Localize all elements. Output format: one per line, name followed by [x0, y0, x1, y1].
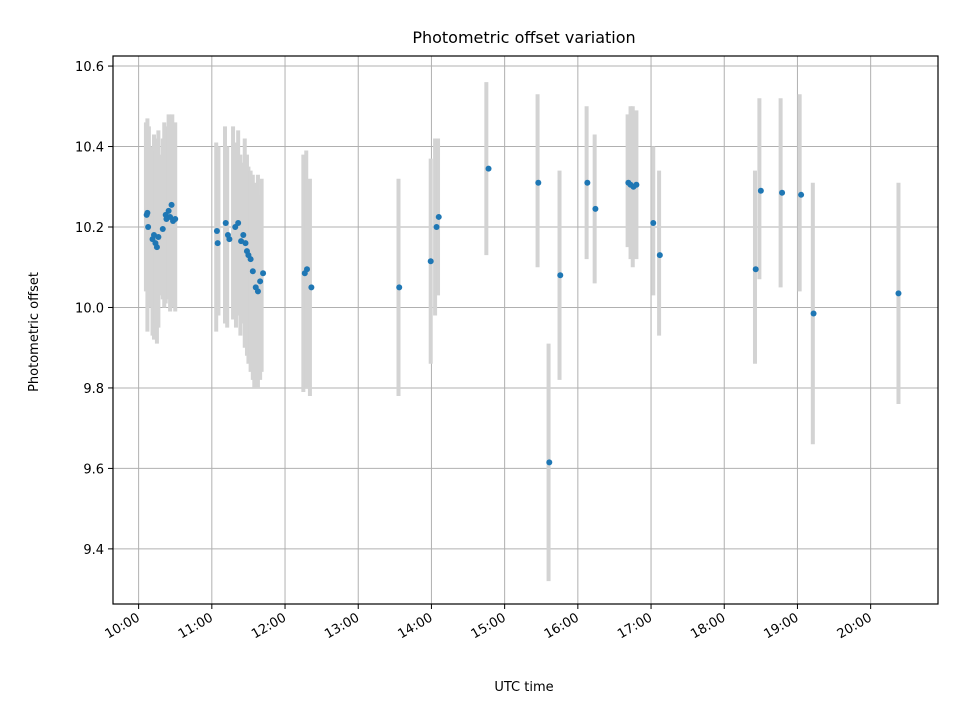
- grid-lines: [113, 56, 938, 604]
- y-tick-label: 9.8: [83, 382, 104, 397]
- x-tick-label: 10:00: [103, 610, 143, 642]
- data-point: [153, 244, 160, 251]
- data-point: [260, 270, 267, 277]
- y-tick-label: 10.4: [75, 141, 104, 156]
- y-tick-label: 10.0: [75, 301, 104, 316]
- data-point: [546, 459, 553, 466]
- data-point: [308, 284, 315, 291]
- data-point: [810, 310, 817, 317]
- plot-frame: [112, 55, 939, 605]
- data-point: [226, 236, 233, 243]
- y-tick-label: 9.6: [83, 462, 104, 477]
- data-point: [656, 252, 663, 259]
- y-axis-ticks: 9.4 9.6 9.8 10.0 10.2 10.4 10.6: [75, 60, 113, 558]
- data-point: [145, 223, 152, 230]
- x-tick-label: 16:00: [542, 610, 582, 642]
- data-point: [895, 290, 902, 297]
- x-tick-label: 19:00: [762, 610, 802, 642]
- data-points: [143, 165, 902, 466]
- data-point: [485, 165, 492, 172]
- data-point: [557, 272, 564, 279]
- data-point: [222, 219, 229, 226]
- data-point: [249, 268, 256, 275]
- data-point: [257, 278, 264, 285]
- data-point: [254, 288, 261, 295]
- data-point: [427, 258, 434, 265]
- x-axis-label: UTC time: [494, 680, 553, 695]
- data-point: [159, 226, 166, 233]
- data-point: [168, 201, 175, 208]
- data-point: [535, 179, 542, 186]
- y-tick-label: 9.4: [83, 543, 104, 558]
- data-point: [242, 240, 249, 247]
- y-tick-label: 10.2: [75, 221, 104, 236]
- x-tick-label: 14:00: [395, 610, 435, 642]
- data-point: [214, 240, 221, 247]
- x-axis-ticks: 10:00 11:00 12:00 13:00 14:00 15:00 16:00 17:00…: [103, 604, 875, 642]
- x-tick-label: 12:00: [249, 610, 289, 642]
- y-tick-label: 10.6: [75, 60, 104, 75]
- data-point: [213, 228, 220, 235]
- x-tick-label: 13:00: [322, 610, 362, 642]
- x-tick-label: 20:00: [835, 610, 875, 642]
- x-tick-label: 15:00: [469, 610, 509, 642]
- data-point: [798, 191, 805, 198]
- x-tick-label: 17:00: [615, 610, 655, 642]
- data-point: [779, 189, 786, 196]
- x-tick-label: 18:00: [688, 610, 728, 642]
- data-point: [303, 266, 310, 273]
- x-tick-label: 11:00: [176, 610, 216, 642]
- data-point: [247, 256, 254, 263]
- error-bars: [143, 82, 901, 582]
- data-point: [584, 179, 591, 186]
- data-point: [633, 181, 640, 188]
- data-point: [752, 266, 759, 273]
- data-point: [592, 205, 599, 212]
- data-point: [435, 213, 442, 220]
- data-point: [240, 232, 247, 239]
- data-point: [172, 215, 179, 222]
- data-point: [144, 209, 151, 216]
- data-point: [396, 284, 403, 291]
- data-point: [235, 219, 242, 226]
- data-point: [650, 219, 657, 226]
- y-axis-label: Photometric offset: [27, 272, 42, 392]
- data-point: [433, 223, 440, 230]
- chart-title: Photometric offset variation: [412, 28, 635, 47]
- data-point: [155, 234, 162, 241]
- data-point: [165, 207, 172, 214]
- data-point: [757, 187, 764, 194]
